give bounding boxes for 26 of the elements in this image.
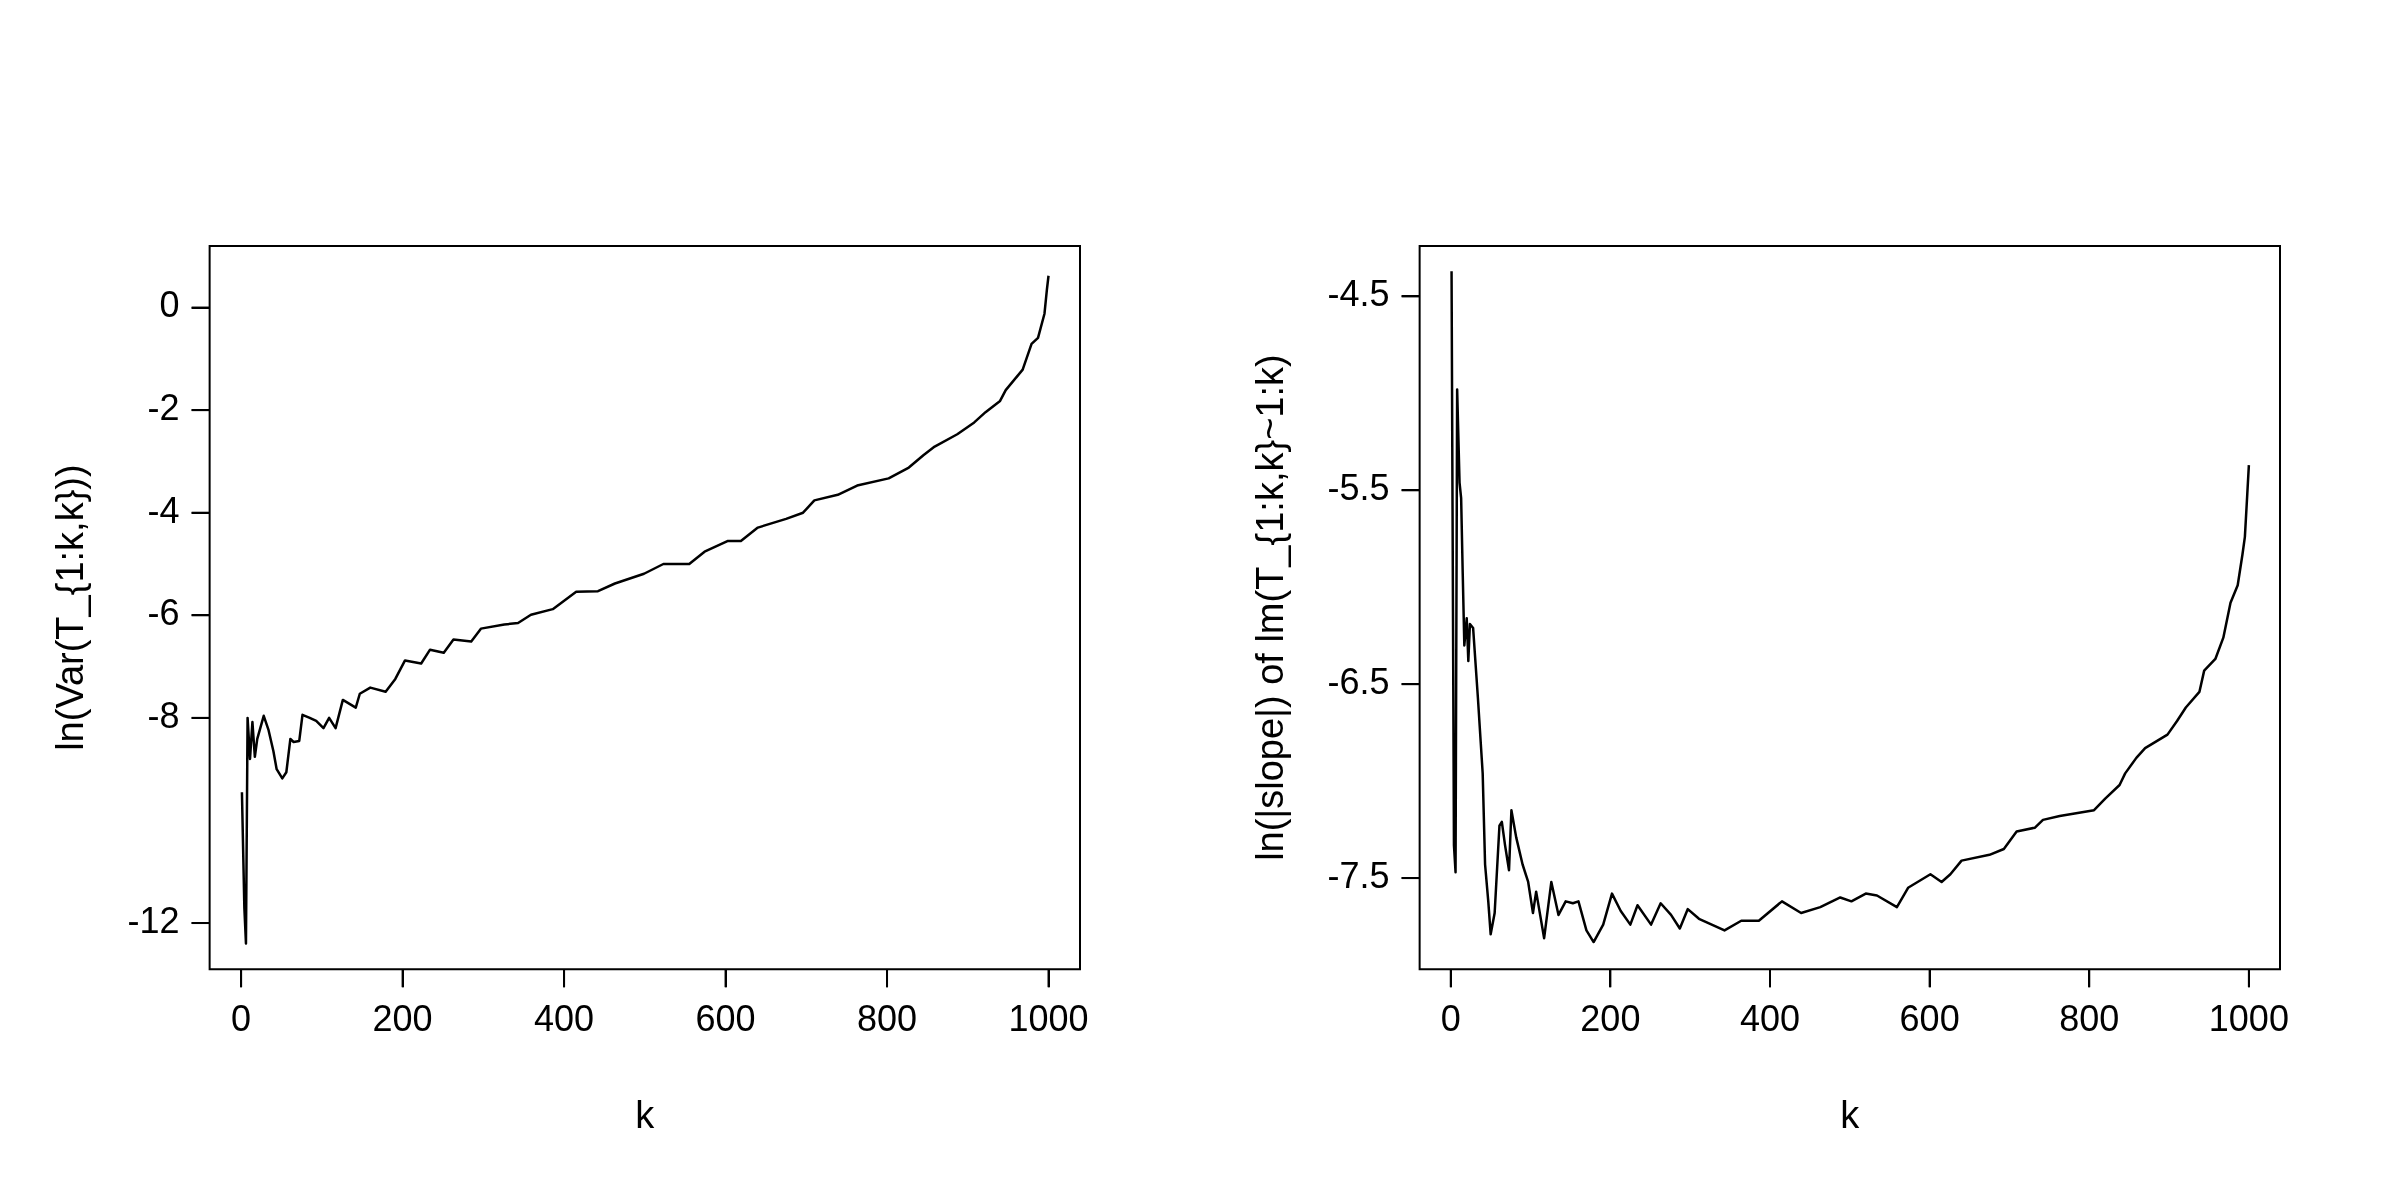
y-tick-label: -4.5 [1327,273,1390,315]
x-tick-label: 600 [695,997,756,1039]
y-tick-label: -4 [147,489,180,531]
x-tick-label: 1000 [1008,997,1089,1039]
y-tick-label: -6.5 [1327,661,1390,703]
y-axis-title: ln(Var(T_{1:k,k})) [49,464,92,751]
y-tick-label: -12 [127,899,180,941]
x-tick-label: 800 [2059,997,2120,1039]
y-tick-label: -2 [147,387,180,429]
x-axis-title: k [1840,1093,1861,1136]
x-tick-label: 200 [372,997,433,1039]
x-tick-label: 0 [1440,997,1461,1039]
y-tick-label: -5.5 [1327,467,1390,509]
y-tick-label: 0 [159,284,180,326]
x-tick-label: 200 [1580,997,1641,1039]
x-tick-label: 800 [856,997,918,1039]
y-tick-label: -8 [147,694,180,736]
y-tick-label: -7.5 [1327,854,1390,896]
x-tick-label: 400 [1739,997,1801,1039]
x-tick-label: 0 [231,997,252,1039]
x-tick-label: 600 [1899,997,1960,1039]
y-tick-label: -6 [147,592,180,634]
x-tick-label: 400 [534,997,595,1039]
x-tick-label: 1000 [2208,997,2289,1039]
x-axis-title: k [635,1093,656,1136]
y-axis-title: ln(|slope|) of lm(T_{1:k,k}~1:k) [1249,354,1292,861]
